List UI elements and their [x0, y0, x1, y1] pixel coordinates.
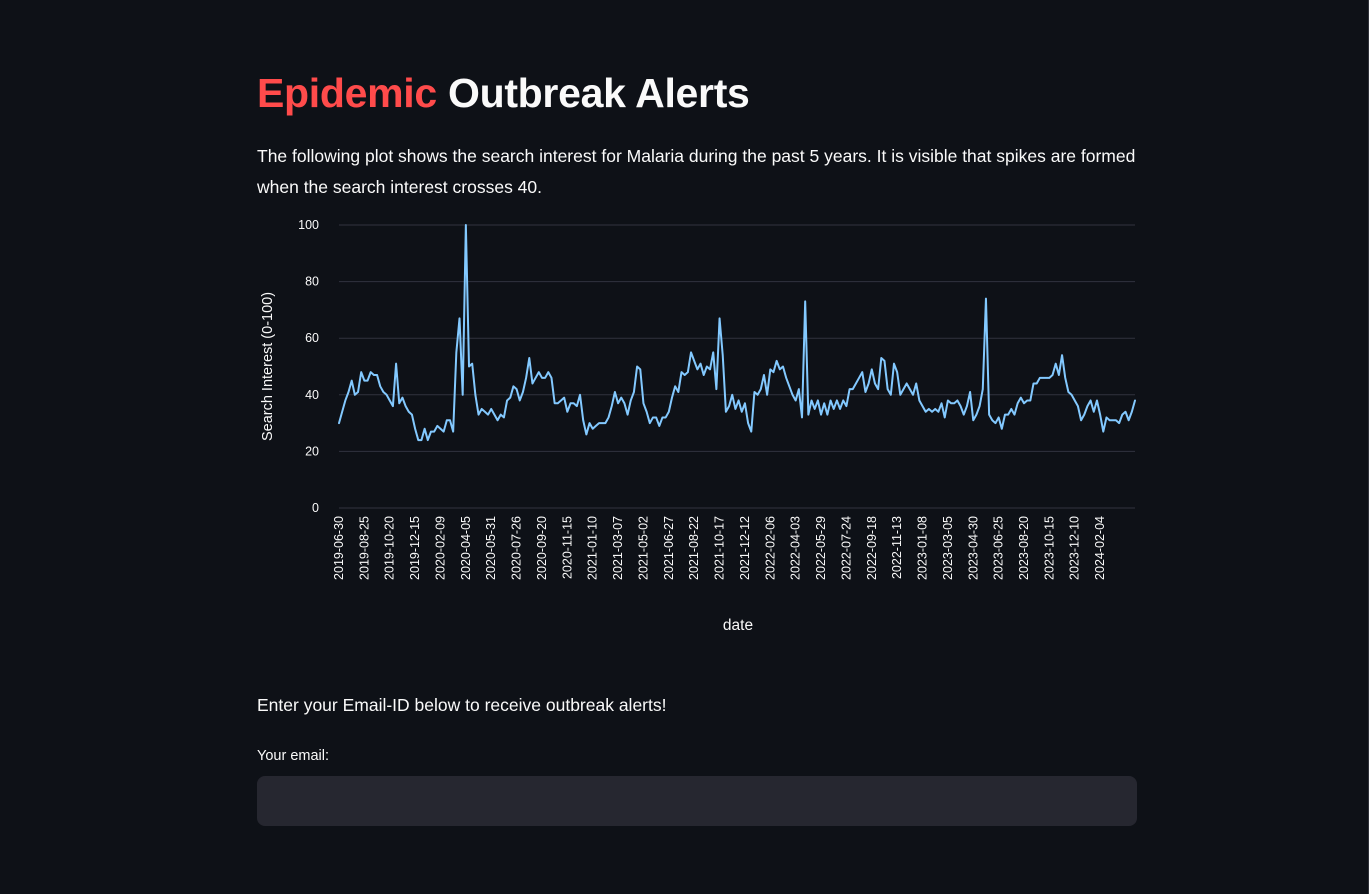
description-text: The following plot shows the search inte… [257, 146, 1136, 197]
y-tick-label: 20 [305, 444, 319, 458]
y-tick-label: 100 [298, 218, 319, 232]
x-tick-label: 2022-11-13 [890, 516, 904, 579]
x-tick-label: 2021-12-12 [738, 516, 752, 580]
x-tick-label: 2023-08-20 [1017, 516, 1031, 580]
search-interest-chart: 0 20 40 60 80 100 2019-06-30 2019-08-25 2019-10-… [257, 214, 1137, 644]
x-tick-label: 2019-10-20 [383, 516, 397, 580]
x-tick-label: 2019-08-25 [357, 516, 371, 580]
x-axis-title: date [723, 617, 753, 634]
x-tick-label: 2020-11-15 [560, 516, 574, 579]
x-tick-label: 2022-07-24 [839, 516, 853, 580]
x-tick-label: 2022-09-18 [865, 516, 879, 580]
title-accent: Epidemic [257, 70, 437, 116]
chart-svg: 0 20 40 60 80 100 2019-06-30 2019-08-25 2019-10-… [260, 218, 1136, 634]
title-rest: Outbreak Alerts [447, 70, 750, 116]
x-tick-label: 2021-03-07 [611, 516, 625, 580]
email-input[interactable] [257, 776, 1137, 826]
x-tick-label: 2021-06-27 [662, 516, 676, 580]
x-tick-label: 2020-02-09 [433, 516, 447, 580]
x-tick-label: 2023-04-30 [966, 516, 980, 580]
x-tick-label: 2020-04-05 [459, 516, 473, 580]
x-tick-label: 2021-10-17 [713, 516, 727, 580]
x-tick-label: 2020-09-20 [535, 516, 549, 580]
x-tick-label: 2020-07-26 [510, 516, 524, 580]
x-tick-label: 2019-06-30 [332, 516, 346, 580]
x-tick-label: 2023-10-15 [1042, 516, 1056, 580]
x-tick-label: 2023-06-25 [992, 516, 1006, 580]
x-tick-label: 2022-05-29 [814, 516, 828, 580]
x-tick-label: 2020-05-31 [484, 516, 498, 580]
series-line-malaria [338, 224, 1136, 442]
x-tick-label: 2023-12-10 [1068, 516, 1082, 580]
y-axis-title: Search Interest (0-100) [260, 292, 276, 441]
x-tick-label: 2023-03-05 [941, 516, 955, 580]
page-title: Epidemic Outbreak Alerts [257, 68, 750, 118]
y-tick-label: 0 [312, 501, 319, 515]
x-tick-label: 2019-12-15 [408, 516, 422, 580]
x-tick-label: 2022-04-03 [789, 516, 803, 580]
x-tick-label: 2024-02-04 [1093, 516, 1107, 580]
x-tick-label: 2022-02-06 [763, 516, 777, 580]
x-tick-label: 2021-01-10 [586, 516, 600, 580]
email-label: Your email: [257, 748, 330, 764]
y-tick-label: 60 [305, 331, 319, 345]
x-tick-label: 2021-05-02 [636, 516, 650, 580]
x-tick-label: 2021-08-22 [687, 516, 701, 580]
y-tick-label: 40 [305, 388, 319, 402]
y-tick-label: 80 [305, 275, 319, 289]
x-tick-label: 2023-01-08 [916, 516, 930, 580]
alert-prompt: Enter your Email-ID below to receive out… [257, 695, 667, 715]
